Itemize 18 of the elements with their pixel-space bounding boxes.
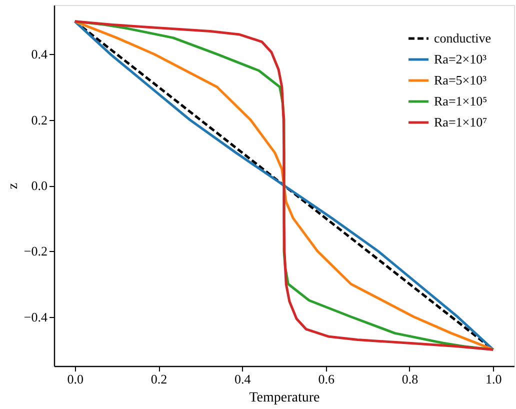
x-tick-label: 0.0	[67, 372, 84, 386]
y-tick-label: −0.4	[24, 309, 48, 324]
legend-label: Ra=1×10⁵	[434, 94, 488, 108]
x-tick-label: 1.0	[485, 372, 502, 386]
y-axis-title: z	[6, 182, 21, 190]
x-tick-label: 0.6	[318, 372, 335, 386]
y-tick-label: 0.2	[31, 112, 48, 128]
y-tick-label: −0.2	[24, 244, 48, 259]
legend-label: Ra=5×10³	[434, 72, 487, 88]
legend-label: conductive	[434, 30, 492, 46]
y-tick-label: 0.4	[31, 46, 48, 62]
x-axis-title: Temperature	[249, 390, 320, 406]
x-tick-label: 0.4	[234, 372, 252, 386]
y-tick-label: 0.0	[31, 178, 48, 193]
x-tick-label: 0.8	[402, 372, 418, 386]
legend-label: Ra=1×10⁷	[434, 114, 488, 130]
legend-label: Ra=2×10³	[434, 52, 487, 66]
x-tick-label: 0.2	[150, 372, 168, 386]
